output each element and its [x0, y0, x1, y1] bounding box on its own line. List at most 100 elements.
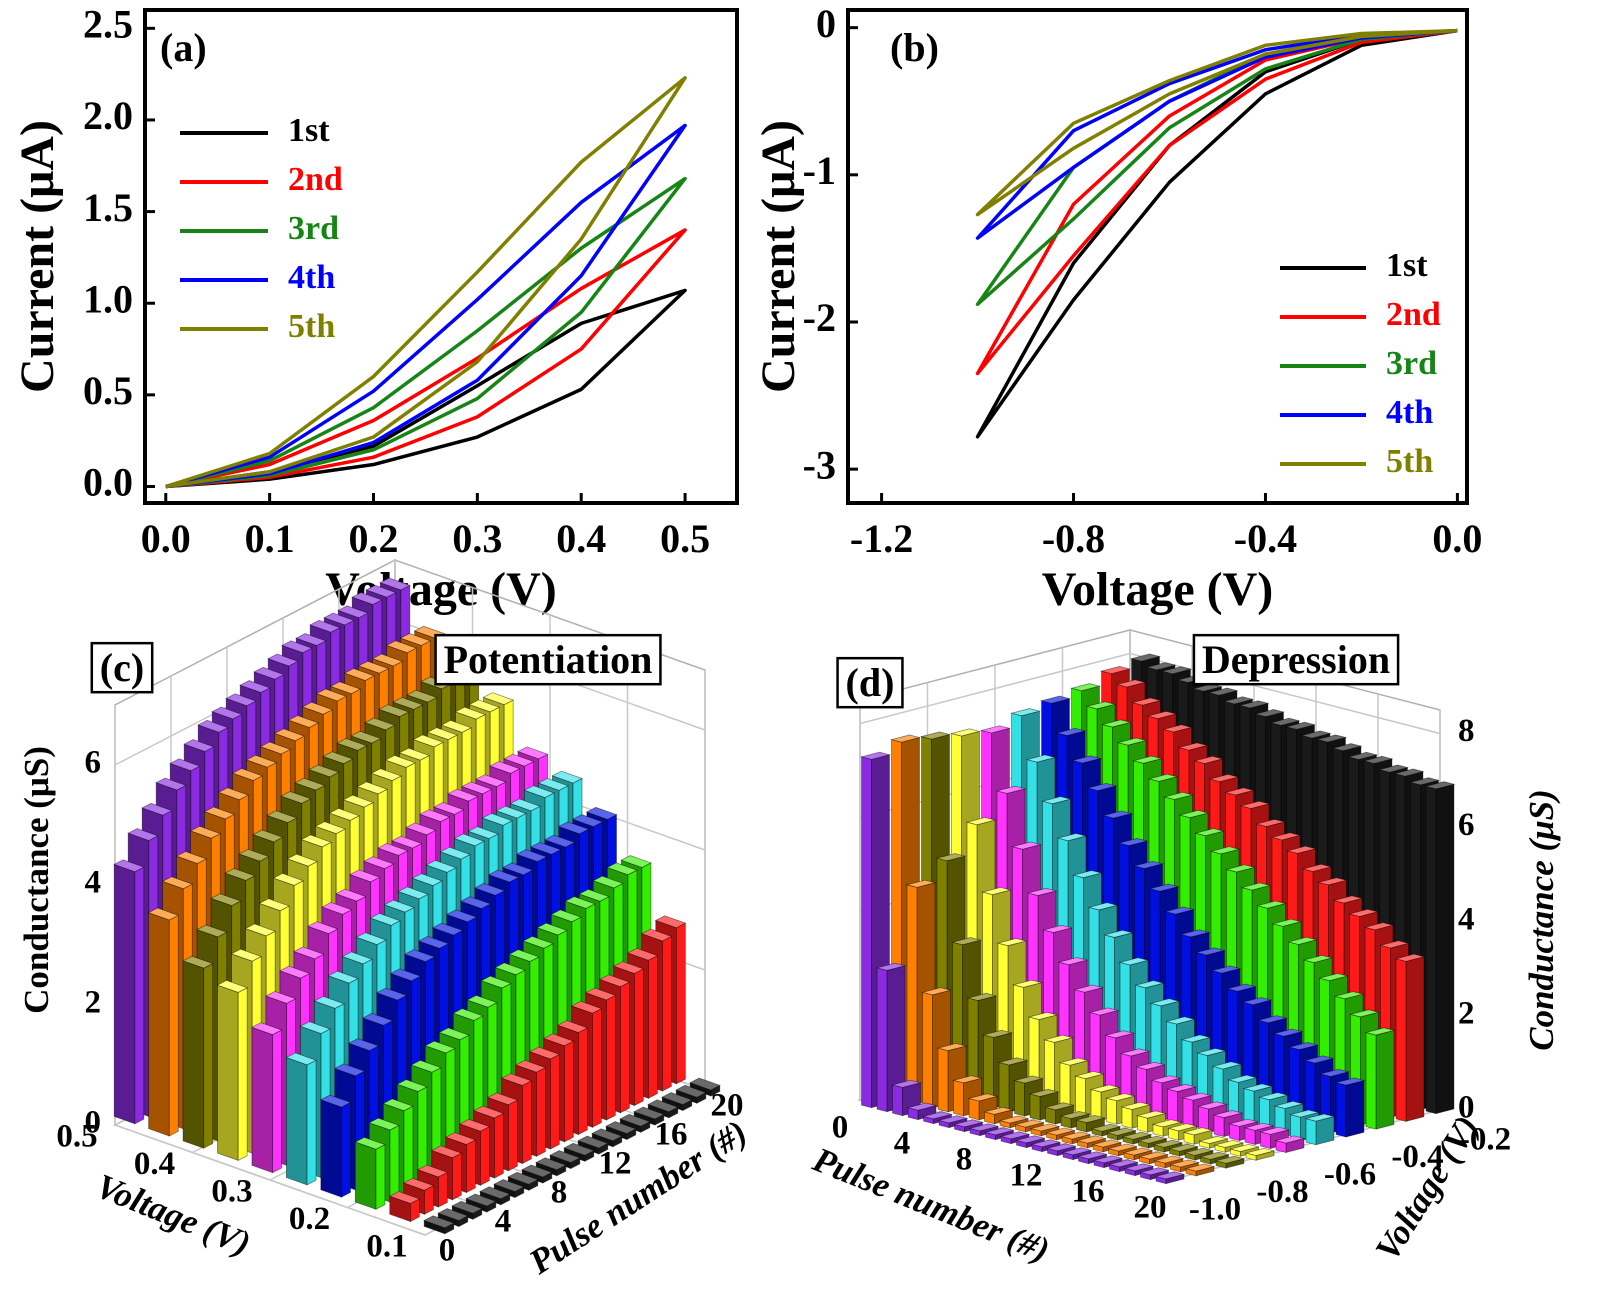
- bar-top: [294, 777, 326, 791]
- bar-top: [259, 741, 292, 755]
- bar-top: [273, 728, 306, 742]
- bar-top: [451, 1200, 483, 1214]
- bar: [1014, 1135, 1047, 1149]
- bar-top: [967, 1093, 999, 1102]
- bar-top: [1255, 900, 1288, 909]
- bar: [1045, 1143, 1078, 1157]
- bar-top: [1408, 777, 1441, 786]
- bar-top: [412, 734, 445, 748]
- bar-top: [1130, 697, 1163, 706]
- bar-top: [280, 791, 312, 804]
- bar-front: [1106, 1097, 1117, 1125]
- bar-top: [169, 758, 201, 772]
- bar-top: [438, 1027, 470, 1041]
- bar-top: [1029, 1123, 1061, 1132]
- bar-top: [1162, 791, 1195, 800]
- bar-top: [1316, 877, 1349, 886]
- bar-top: [384, 754, 417, 768]
- bar-top: [1284, 721, 1317, 730]
- bar: [1198, 1151, 1231, 1165]
- bar-top: [1228, 1143, 1261, 1152]
- bar-top: [336, 738, 368, 751]
- bar: [1183, 1147, 1215, 1161]
- bar: [1136, 1135, 1169, 1149]
- bar-top: [1315, 734, 1348, 743]
- bar-top: [351, 592, 383, 605]
- bar-top: [399, 633, 432, 646]
- bar-front: [1305, 1118, 1317, 1146]
- bar: [1044, 1127, 1077, 1141]
- bar-top: [375, 987, 408, 1001]
- series-line: [975, 28, 1458, 376]
- bar-top: [570, 1000, 603, 1014]
- bar: [423, 1215, 455, 1235]
- bar-top: [272, 872, 305, 886]
- bar-top: [1116, 737, 1148, 746]
- bar-top: [1123, 1163, 1155, 1172]
- bar-top: [337, 605, 369, 619]
- legend-label: 3rd: [288, 210, 339, 247]
- bar-front: [998, 1061, 1010, 1113]
- bar-top: [479, 1186, 511, 1200]
- bar: [1091, 1139, 1123, 1153]
- bar-top: [1133, 980, 1166, 989]
- bar-front: [922, 991, 933, 1109]
- bar-top: [1086, 782, 1118, 792]
- bar-top: [890, 1079, 923, 1088]
- bar-top: [389, 968, 422, 982]
- y-tick-label: 0.2: [289, 1201, 330, 1237]
- bar-top: [1193, 828, 1226, 837]
- bar-top: [1211, 1061, 1243, 1070]
- bar-front: [536, 1066, 546, 1157]
- bar-front: [606, 994, 616, 1121]
- bar-side: [217, 984, 239, 1161]
- bar-top: [1146, 710, 1178, 719]
- bar-top: [357, 660, 390, 674]
- bar-top: [521, 1164, 553, 1178]
- bar-top: [378, 704, 410, 718]
- bar-top: [286, 853, 319, 867]
- bar-top: [1030, 1139, 1062, 1148]
- bar-top: [197, 719, 229, 733]
- bar-top: [509, 798, 542, 812]
- bar-top: [1227, 1118, 1260, 1127]
- bar-top: [350, 730, 382, 744]
- bar-top: [333, 1063, 366, 1077]
- bar-top: [640, 928, 673, 942]
- y-tick-label: -0.8: [1256, 1174, 1308, 1210]
- bar-top: [654, 915, 687, 929]
- bar: [998, 1115, 1030, 1129]
- bar-top: [494, 962, 526, 976]
- bar-top: [689, 1077, 721, 1091]
- bar: [1334, 1077, 1366, 1138]
- bar-top: [577, 1135, 609, 1149]
- legend-label: 4th: [288, 259, 335, 296]
- x-tick-label: 20: [1134, 1190, 1167, 1226]
- bar-top: [1363, 922, 1395, 931]
- bar-top: [1209, 846, 1241, 855]
- x-tick-label: 0: [439, 1233, 456, 1269]
- bar-top: [1212, 1110, 1244, 1119]
- bar-top: [439, 846, 472, 860]
- x-tick-label: -0.4: [1234, 516, 1297, 561]
- bar-top: [502, 753, 535, 767]
- bar-top: [528, 1046, 561, 1060]
- bar-top: [295, 633, 327, 646]
- bar-top: [253, 666, 285, 680]
- y-tick-label: 1.0: [83, 276, 133, 321]
- bar-top: [1099, 665, 1132, 675]
- bar-side: [113, 863, 136, 1125]
- bar-front: [1121, 1106, 1133, 1129]
- bar-top: [557, 821, 590, 835]
- bar-top: [308, 764, 340, 778]
- bar-top: [1138, 1167, 1171, 1176]
- y-tick-label: 0.0: [83, 460, 133, 505]
- bar-top: [1256, 1015, 1289, 1024]
- bar-front: [662, 935, 672, 1092]
- bar-top: [1210, 965, 1242, 974]
- bar-top: [1106, 1143, 1139, 1152]
- bar-top: [1194, 947, 1227, 956]
- label-box: [90, 641, 154, 694]
- bar-top: [444, 1132, 477, 1145]
- bar-top: [388, 1191, 421, 1204]
